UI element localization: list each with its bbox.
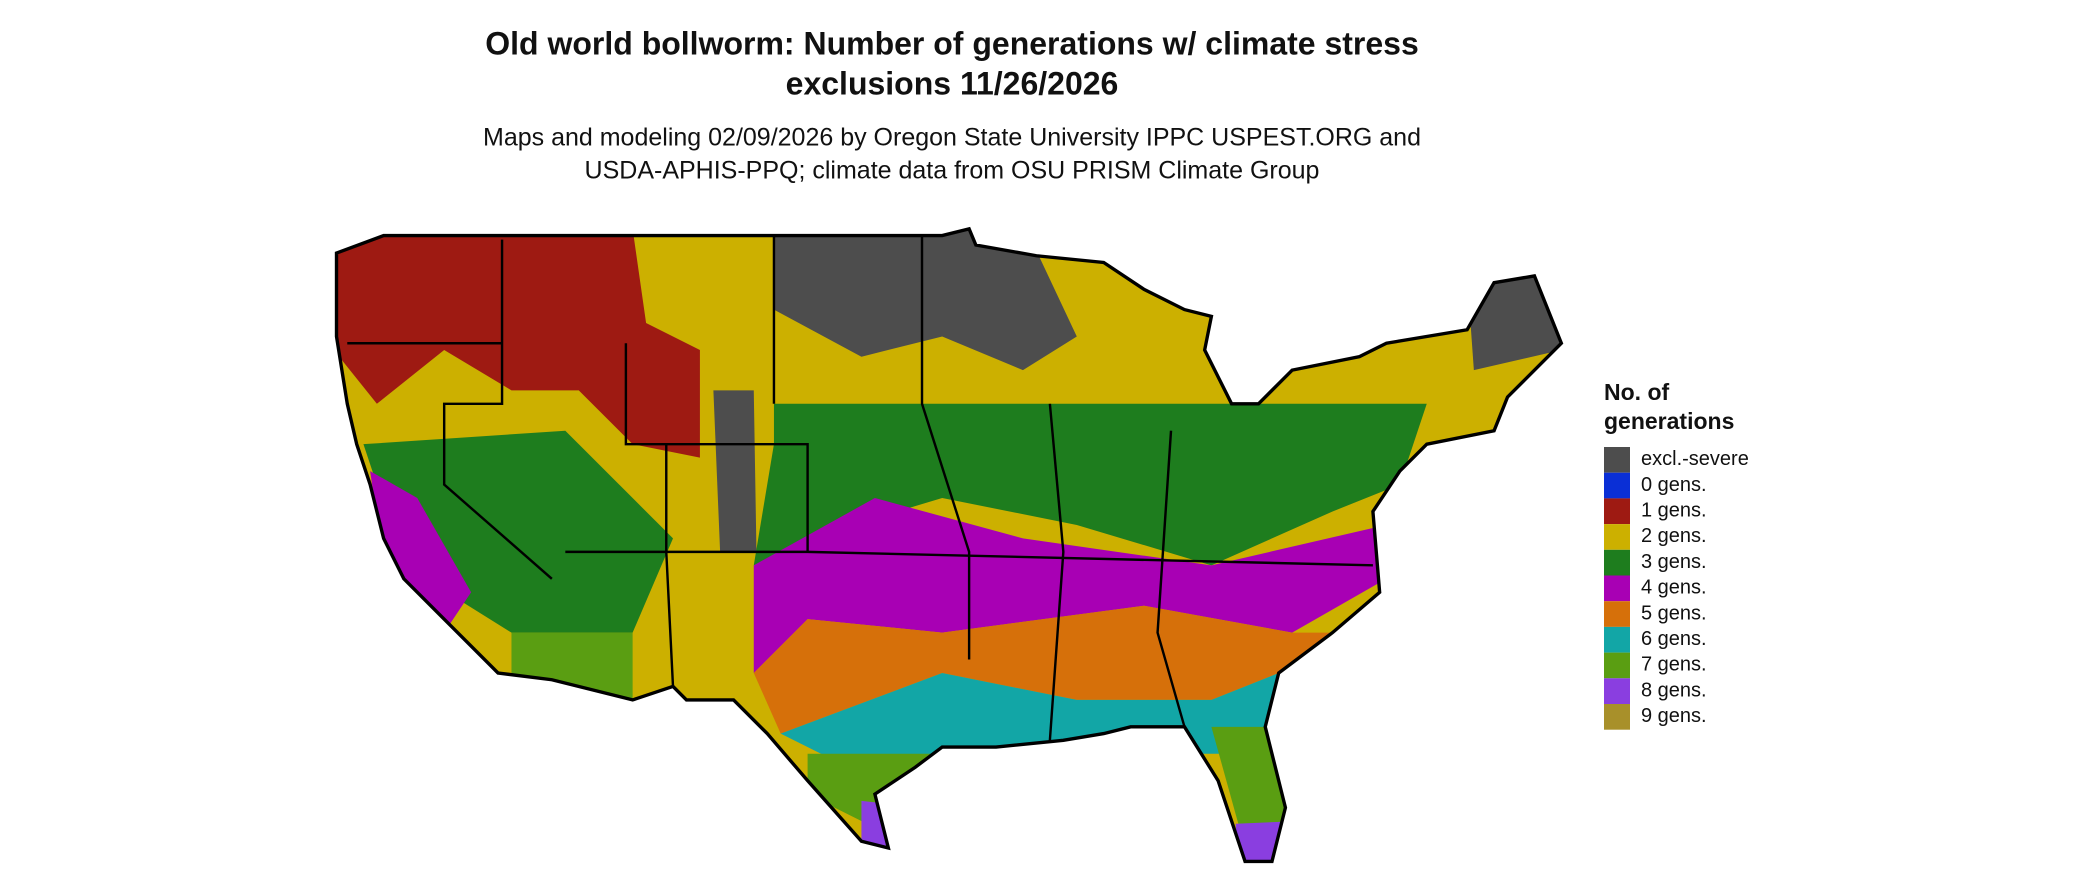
legend-label: 9 gens. bbox=[1641, 705, 1707, 727]
state-line bbox=[1156, 430, 1186, 728]
map-regions bbox=[336, 228, 1562, 862]
legend-swatch bbox=[1604, 472, 1630, 499]
legend-swatch bbox=[1604, 524, 1630, 550]
legend-label: 6 gens. bbox=[1641, 628, 1707, 650]
legend-swatch bbox=[1604, 704, 1630, 730]
legend-title: No. of bbox=[1604, 379, 1669, 405]
map-subtitle: Maps and modeling 02/09/2026 by Oregon S… bbox=[483, 124, 1421, 152]
region bbox=[370, 471, 472, 633]
legend-label: 2 gens. bbox=[1641, 525, 1707, 547]
map-subtitle: USDA-APHIS-PPQ; climate data from OSU PR… bbox=[585, 157, 1320, 185]
state-line bbox=[920, 235, 971, 660]
state-line bbox=[665, 444, 675, 687]
legend-label: 1 gens. bbox=[1641, 500, 1707, 522]
region bbox=[753, 403, 1427, 566]
region bbox=[1467, 269, 1562, 371]
state-lines bbox=[347, 235, 1373, 741]
legend-swatch bbox=[1604, 549, 1630, 576]
legend-label: 5 gens. bbox=[1641, 602, 1707, 624]
region bbox=[753, 498, 1387, 673]
legend-label: 4 gens. bbox=[1641, 577, 1707, 599]
map-title: exclusions 11/26/2026 bbox=[786, 65, 1119, 101]
legend-label: excl.-severe bbox=[1641, 448, 1749, 470]
state-line bbox=[624, 343, 809, 552]
region bbox=[713, 390, 757, 552]
legend-swatch bbox=[1604, 652, 1630, 679]
legend-title: generations bbox=[1604, 408, 1734, 434]
map bbox=[334, 227, 1564, 864]
legend-label: 8 gens. bbox=[1641, 679, 1707, 701]
region bbox=[861, 800, 929, 862]
legend-swatch bbox=[1604, 626, 1630, 653]
legend-label: 7 gens. bbox=[1641, 654, 1707, 676]
state-line bbox=[1048, 403, 1065, 741]
state-line bbox=[442, 239, 553, 580]
region bbox=[511, 632, 633, 700]
region bbox=[753, 605, 1346, 734]
state-line bbox=[565, 550, 1373, 567]
legend-label: 0 gens. bbox=[1641, 474, 1707, 496]
region bbox=[336, 228, 700, 458]
legend-swatch bbox=[1604, 678, 1630, 704]
legend-label: 3 gens. bbox=[1641, 551, 1707, 573]
legend: excl.-severe 0 gens. 1 gens. 2 gens. 3 gens.… bbox=[1604, 447, 1749, 730]
region bbox=[773, 228, 1077, 371]
legend-swatch bbox=[1604, 575, 1630, 602]
legend-swatch bbox=[1604, 498, 1630, 525]
legend-swatch bbox=[1604, 601, 1630, 627]
region bbox=[1235, 821, 1299, 862]
legend-swatch bbox=[1604, 447, 1630, 473]
map-title: Old world bollworm: Number of generation… bbox=[485, 25, 1419, 61]
